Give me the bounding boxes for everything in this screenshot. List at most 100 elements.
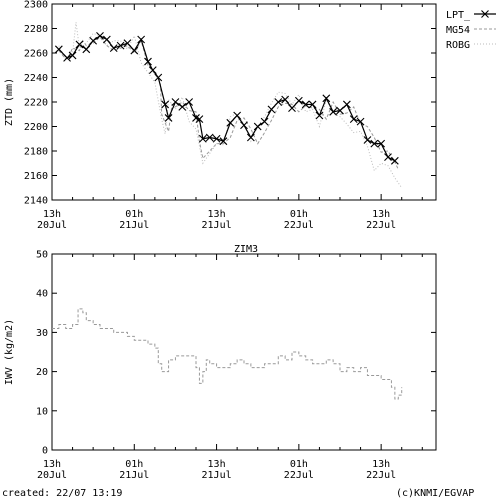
data-point-lpt — [96, 31, 104, 40]
data-point-lpt — [185, 98, 194, 106]
data-point-lpt — [336, 106, 344, 115]
x-tick-label-time: 13h — [208, 209, 226, 220]
data-point-lpt — [260, 117, 269, 126]
data-point-lpt — [63, 54, 71, 62]
data-point-lpt — [144, 57, 152, 66]
data-point-lpt — [281, 95, 290, 104]
data-point-lpt — [377, 139, 386, 148]
data-point-lpt — [148, 66, 157, 75]
y-tick-label: 10 — [36, 406, 48, 417]
data-point-lpt — [267, 105, 276, 114]
data-point-lpt — [82, 45, 91, 54]
plot-frame — [51, 3, 437, 201]
data-point-lpt — [363, 136, 372, 144]
y-tick-label: 2260 — [24, 49, 48, 60]
plot-frame — [51, 253, 437, 451]
data-point-lpt — [253, 122, 262, 131]
y-tick-label: 2240 — [24, 73, 48, 84]
series-line-robg — [58, 22, 403, 189]
y-tick-label: 2300 — [24, 0, 48, 11]
data-point-lpt — [212, 134, 221, 143]
data-point-lpt — [75, 40, 84, 49]
data-point-lpt — [390, 156, 399, 165]
x-tick-label-date: 20Jul — [37, 220, 67, 231]
x-tick-label-date: 21Jul — [202, 220, 232, 231]
data-point-lpt — [89, 36, 98, 45]
x-tick-label-time: 13h — [43, 209, 61, 220]
legend-label-mg54: MG54 — [446, 25, 470, 36]
y-tick-label: 30 — [36, 328, 48, 339]
x-tick-label-time: 01h — [290, 209, 308, 220]
data-point-lpt — [315, 111, 324, 120]
x-tick-label-time: 13h — [208, 459, 226, 470]
data-point-lpt — [116, 41, 125, 50]
x-tick-label-date: 22Jul — [284, 220, 314, 231]
y-tick-label: 40 — [36, 289, 48, 300]
data-point-lpt — [219, 137, 228, 146]
y-tick-label: 2140 — [24, 196, 48, 207]
data-point-lpt — [154, 73, 163, 82]
y-tick-label: 2160 — [24, 171, 48, 182]
ztd-chart: 21402160218022002220224022602280230013h2… — [4, 0, 496, 231]
data-point-lpt — [342, 100, 351, 109]
data-point-lpt — [195, 115, 204, 124]
data-point-lpt — [370, 139, 379, 148]
data-point-lpt — [161, 100, 170, 109]
x-tick-label-date: 21Jul — [119, 470, 149, 481]
y-tick-label: 50 — [36, 250, 48, 261]
data-point-lpt — [233, 111, 242, 120]
x-tick-label-time: 13h — [372, 459, 390, 470]
data-point-lpt — [137, 35, 146, 44]
x-tick-label-time: 13h — [372, 209, 390, 220]
x-tick-label-date: 20Jul — [37, 470, 67, 481]
created-timestamp: created: 22/07 13:19 — [2, 488, 123, 499]
series-line-lpt — [58, 35, 396, 162]
data-point-lpt — [384, 153, 392, 162]
y-tick-label: 2280 — [24, 24, 48, 35]
legend-label-lpt: LPT_ — [446, 10, 471, 21]
chart-title: ZIM3 — [234, 244, 258, 255]
data-point-lpt — [178, 103, 187, 111]
series-line-iwv — [52, 308, 403, 400]
data-point-lpt — [356, 117, 365, 126]
copyright-credit: (c)KNMI/EGVAP — [396, 488, 475, 499]
data-point-lpt — [349, 115, 358, 124]
data-point-lpt — [109, 44, 118, 52]
y-axis-label: ZTD (mm) — [4, 78, 15, 126]
x-tick-label-date: 21Jul — [202, 470, 232, 481]
x-tick-label-time: 01h — [125, 459, 143, 470]
data-point-lpt — [123, 39, 132, 48]
iwv-chart: 0102030405013h20Jul01h21Jul13h21Jul01h22… — [4, 244, 437, 481]
data-point-lpt — [288, 104, 296, 113]
data-point-lpt — [198, 134, 207, 143]
data-point-lpt — [274, 98, 283, 106]
y-axis-label: IWV (kg/m2) — [4, 319, 15, 385]
data-point-lpt — [226, 118, 235, 127]
data-point-lpt — [294, 96, 303, 105]
data-point-lpt — [240, 121, 248, 130]
data-point-lpt — [164, 114, 173, 122]
legend-label-robg: ROBG — [446, 40, 470, 51]
y-tick-label: 0 — [42, 446, 48, 457]
data-point-lpt — [54, 45, 63, 54]
x-tick-label-date: 22Jul — [366, 220, 396, 231]
data-point-lpt — [102, 35, 111, 44]
data-point-lpt — [246, 133, 255, 142]
y-tick-label: 2220 — [24, 98, 48, 109]
y-tick-label: 2180 — [24, 147, 48, 158]
x-tick-label-time: 13h — [43, 459, 61, 470]
data-point-lpt — [322, 94, 331, 103]
x-tick-label-date: 22Jul — [366, 470, 396, 481]
data-point-lpt — [308, 100, 317, 109]
x-tick-label-date: 21Jul — [119, 220, 149, 231]
data-point-lpt — [205, 133, 214, 142]
data-point-lpt — [130, 46, 139, 55]
data-point-lpt — [329, 107, 338, 116]
x-tick-label-time: 01h — [290, 459, 308, 470]
x-tick-label-time: 01h — [125, 209, 143, 220]
y-tick-label: 20 — [36, 367, 48, 378]
y-tick-label: 2200 — [24, 122, 48, 133]
data-point-lpt — [68, 51, 77, 60]
legend-marker — [481, 10, 489, 18]
